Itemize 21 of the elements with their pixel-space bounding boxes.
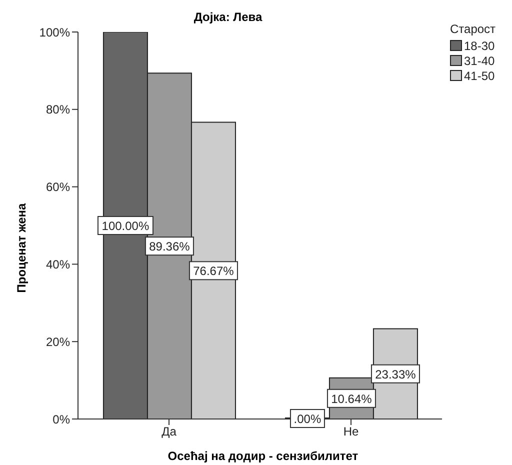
legend-label: 18-30 (464, 38, 495, 52)
legend-title: Старост (450, 22, 497, 36)
x-axis-title: Осећај на додир - сензибилитет (166, 449, 360, 463)
y-axis-title: Проценат жена (15, 203, 30, 293)
legend-label: 41-50 (464, 68, 495, 82)
y-tick-label: 40% (46, 257, 70, 272)
data-label: 89.36% (149, 240, 190, 254)
data-label: 76.67% (193, 264, 234, 278)
legend-label: 31-40 (464, 54, 495, 68)
chart-title: Дојка: Лева (192, 10, 264, 24)
data-label: 100.00% (102, 219, 150, 233)
x-tick-label: Да (162, 424, 177, 439)
data-label: 10.64% (331, 392, 372, 406)
y-tick-label: 20% (46, 334, 70, 349)
y-tick-label: 100% (39, 25, 70, 40)
x-tick-label: Не (343, 424, 359, 439)
y-tick-label: 80% (46, 102, 70, 117)
data-label: .00% (294, 412, 322, 426)
data-label: 23.33% (375, 367, 416, 382)
y-tick-label: 0% (52, 412, 70, 426)
y-tick-label: 60% (46, 180, 70, 194)
